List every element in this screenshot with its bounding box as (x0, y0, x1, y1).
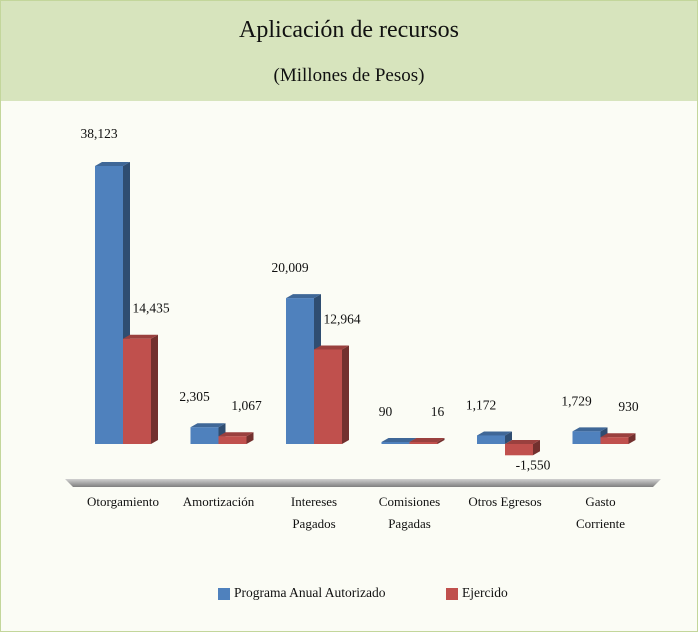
bar-side (342, 345, 349, 444)
bar (600, 433, 636, 444)
bar-front (505, 444, 533, 456)
bar-front (381, 442, 410, 444)
bar-side (437, 438, 445, 444)
bar (314, 345, 349, 444)
x-tick-label: Otros Egresos (468, 494, 542, 509)
bar-front (572, 431, 601, 444)
bar-top (600, 433, 636, 438)
bar-top (381, 438, 417, 442)
x-tick-label: Otorgamiento (87, 494, 159, 509)
bar-front (286, 298, 314, 444)
bar-front (95, 166, 123, 444)
data-label: 1,729 (561, 393, 592, 408)
legend-label: Programa Anual Autorizado (234, 585, 386, 600)
chart-title: Aplicación de recursos (239, 17, 459, 43)
x-tick-label: Gasto Corriente (575, 494, 626, 531)
data-label: 930 (618, 399, 639, 414)
bar (218, 432, 254, 444)
bar-side (628, 433, 636, 444)
bar-side (246, 432, 254, 444)
x-tick-label: Comisiones Pagadas (378, 494, 441, 531)
bar-top (95, 162, 130, 166)
data-label: 12,964 (323, 311, 360, 326)
data-label: 1,172 (466, 397, 496, 412)
legend-swatch (218, 588, 230, 600)
bar-top (190, 423, 226, 428)
bar-top (123, 334, 158, 339)
floor (65, 479, 661, 487)
bar-front (409, 442, 438, 444)
data-label: 14,435 (132, 301, 169, 316)
data-label: 1,067 (231, 398, 262, 413)
bar (505, 440, 540, 456)
data-label: 38,123 (80, 126, 117, 141)
data-label: -1,550 (516, 457, 551, 472)
bar (95, 162, 130, 444)
x-tick-label: Amortización (182, 494, 255, 509)
data-label: 2,305 (179, 389, 210, 404)
header-band: Aplicación de recursos (Millones de Peso… (1, 1, 697, 101)
bar-top (218, 432, 254, 437)
data-label: 90 (379, 404, 393, 419)
legend-label: Ejercido (462, 585, 508, 600)
chart-subtitle: (Millones de Pesos) (273, 65, 425, 86)
bar-front (314, 349, 342, 444)
bar-top (409, 438, 445, 442)
bar-top (505, 440, 540, 444)
bar-front (123, 338, 151, 444)
data-label: 20,009 (271, 260, 308, 275)
bar (190, 423, 226, 444)
bar-top (286, 294, 321, 299)
bar (477, 431, 512, 444)
bar-top (314, 345, 349, 350)
bar-side (533, 440, 540, 456)
legend-swatch (446, 588, 458, 600)
bar-side (505, 431, 512, 444)
bar-front (190, 427, 219, 444)
bar-side (151, 334, 158, 444)
data-label: 16 (431, 404, 445, 419)
bar (123, 334, 158, 444)
bar-front (218, 436, 247, 444)
x-tick-label: Intereses Pagados (290, 494, 338, 531)
bar-front (600, 437, 629, 444)
bar-top (572, 427, 608, 432)
bar-front (477, 435, 505, 444)
bar-top (477, 431, 512, 436)
bar (409, 438, 445, 444)
